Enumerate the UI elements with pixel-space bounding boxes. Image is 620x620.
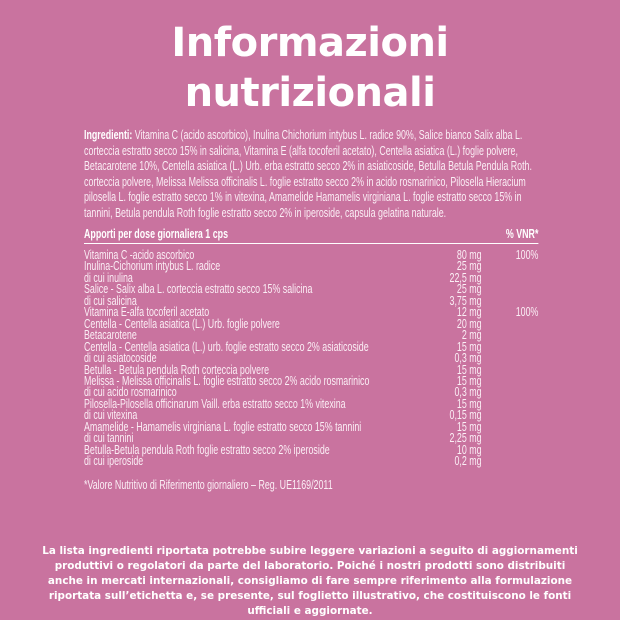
nutrition-table: Apporti per dose giornaliera 1 cps % VNR…	[84, 227, 539, 469]
table-row: Betulla - Betula pendula Roth corteccia …	[84, 362, 539, 377]
nutrient-amount: 15 mg	[456, 419, 482, 434]
nutrient-amount: 0,3 mg	[454, 385, 482, 400]
nutrient-vnr: 100%	[515, 305, 539, 320]
nutrient-vnr	[482, 376, 539, 387]
table-row: di cui iperoside 0,2 mg	[84, 454, 539, 469]
table-row: Centella - Centella asiatica (L.) urb. f…	[84, 339, 539, 354]
nutrient-name: di cui acido rosmarinico	[84, 385, 177, 400]
nutrient-vnr	[482, 456, 539, 467]
content-column: Ingredienti: Vitamina C (acido ascorbico…	[84, 128, 539, 492]
table-row: Betacarotene 2 mg	[84, 328, 539, 343]
nutrient-amount: 80 mg	[456, 248, 482, 262]
disclaimer: La lista ingredienti riportata potrebbe …	[42, 545, 578, 617]
nutrient-name: Vitamina C -acido ascorbico	[84, 248, 195, 262]
nutrient-vnr	[482, 387, 539, 398]
nutrient-name: Inulina-Cichorium intybus L. radice	[84, 259, 221, 274]
nutrient-amount: 10 mg	[456, 442, 482, 457]
table-row: Vitamina C -acido ascorbico 80 mg 100%	[84, 248, 539, 262]
table-header: Apporti per dose giornaliera 1 cps % VNR…	[84, 227, 539, 244]
nutrient-vnr	[482, 433, 539, 444]
nutrient-amount: 25 mg	[456, 259, 482, 274]
nutrient-name: di cui asiatocoside	[84, 351, 157, 366]
table-row: di cui asiatocoside 0,3 mg	[84, 351, 539, 366]
nutrient-name: Vitamina E-alfa tocoferil acetato	[84, 305, 210, 320]
table-row: di cui tannini 2,25 mg	[84, 431, 539, 446]
nutrient-vnr	[482, 410, 539, 421]
nutrient-name: Melissa - Melissa officinalis L. foglie …	[84, 373, 370, 388]
table-row: Inulina-Cichorium intybus L. radice 25 mg	[84, 259, 539, 274]
table-row: Betulla-Betula pendula Roth foglie estra…	[84, 442, 539, 457]
nutrient-name: Centella - Centella asiatica (L.) Urb. f…	[84, 316, 280, 331]
nutrient-amount: 25 mg	[456, 282, 482, 297]
table-row: Melissa - Melissa officinalis L. foglie …	[84, 373, 539, 388]
nutrient-amount: 15 mg	[456, 396, 482, 411]
nutrient-name: di cui tannini	[84, 431, 134, 446]
table-row: Amamelide - Hamamelis virginiana L. fogl…	[84, 419, 539, 434]
nutrient-amount: 15 mg	[456, 339, 482, 354]
nutrient-name: Salice - Salix alba L. corteccia estratt…	[84, 282, 313, 297]
nutrient-vnr	[482, 319, 539, 330]
nutrient-name: di cui salicina	[84, 293, 137, 308]
page-title: Informazioni nutrizionali	[0, 18, 620, 118]
nutrient-name: di cui vitexina	[84, 408, 138, 423]
nutrient-name: Betulla - Betula pendula Roth corteccia …	[84, 362, 270, 377]
nutrient-vnr	[482, 353, 539, 364]
nutrient-vnr	[482, 365, 539, 376]
footnote: *Valore Nutritivo di Riferimento giornal…	[84, 477, 333, 492]
nutrient-name: Pilosella-Pilosella officinarum Vaill. e…	[84, 396, 346, 411]
nutrient-name: di cui iperoside	[84, 454, 144, 469]
nutrient-amount: 0,2 mg	[454, 454, 482, 469]
table-row: Vitamina E-alfa tocoferil acetato 12 mg 10…	[84, 305, 539, 320]
nutrient-amount: 15 mg	[456, 373, 482, 388]
nutrient-name: Betulla-Betula pendula Roth foglie estra…	[84, 442, 330, 457]
nutrient-amount: 3,75 mg	[449, 293, 482, 308]
title-line-2: nutrizionali	[184, 70, 436, 116]
nutrient-vnr	[482, 399, 539, 410]
nutrient-name: Amamelide - Hamamelis virginiana L. fogl…	[84, 419, 362, 434]
nutrient-vnr: 100%	[515, 248, 539, 262]
table-row: Centella - Centella asiatica (L.) Urb. f…	[84, 316, 539, 331]
nutrient-name: Betacarotene	[84, 328, 137, 343]
table-row: Pilosella-Pilosella officinarum Vaill. e…	[84, 396, 539, 411]
title-line-1: Informazioni	[171, 20, 449, 66]
nutrient-amount: 12 mg	[456, 305, 482, 320]
nutrient-amount: 0,3 mg	[454, 351, 482, 366]
nutrient-amount: 0,15 mg	[449, 408, 482, 423]
table-row: di cui acido rosmarinico 0,3 mg	[84, 385, 539, 400]
nutrient-amount: 22,5 mg	[449, 270, 482, 285]
table-row: Salice - Salix alba L. corteccia estratt…	[84, 282, 539, 297]
header-dose: Apporti per dose giornaliera 1 cps	[84, 227, 229, 241]
ingredients-text: Vitamina C (acido ascorbico), Inulina Ch…	[84, 128, 532, 220]
nutrient-vnr	[482, 330, 539, 341]
nutrient-vnr	[482, 422, 539, 433]
table-body: Vitamina C -acido ascorbico 80 mg 100% Inul…	[84, 248, 539, 469]
nutrient-vnr	[482, 273, 539, 284]
table-row: di cui vitexina 0,15 mg	[84, 408, 539, 423]
ingredients-label: Ingredienti:	[84, 128, 133, 142]
nutrient-name: di cui inulina	[84, 270, 133, 285]
table-row: di cui inulina 22,5 mg	[84, 270, 539, 285]
nutrient-vnr	[482, 342, 539, 353]
nutrient-name: Centella - Centella asiatica (L.) urb. f…	[84, 339, 369, 354]
nutrient-vnr	[482, 261, 539, 272]
table-row: di cui salicina 3,75 mg	[84, 293, 538, 308]
ingredients-paragraph: Ingredienti: Vitamina C (acido ascorbico…	[84, 128, 538, 221]
header-vnr: % VNR*	[505, 227, 539, 241]
nutrient-vnr	[482, 284, 539, 295]
nutrient-vnr	[482, 445, 539, 456]
nutrient-amount: 2,25 mg	[449, 431, 482, 446]
nutrient-amount: 15 mg	[456, 362, 482, 377]
header-amount	[439, 227, 482, 241]
nutrient-amount: 2 mg	[461, 328, 482, 343]
nutrient-amount: 20 mg	[456, 316, 482, 331]
